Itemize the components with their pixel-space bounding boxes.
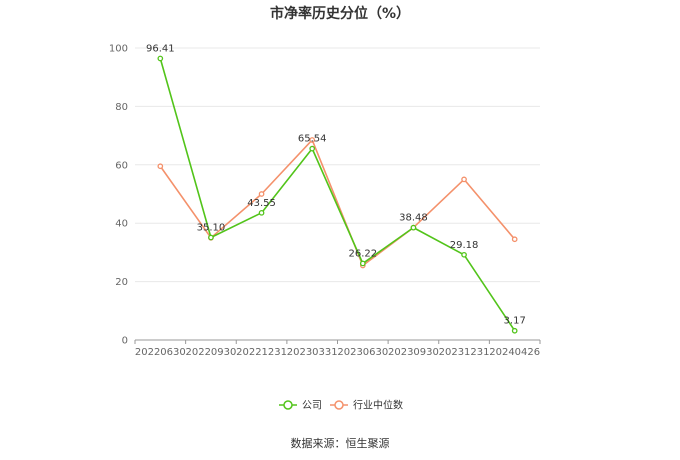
y-tick-label: 0: [122, 336, 128, 347]
data-point[interactable]: [157, 163, 164, 170]
data-label: 26.22: [348, 248, 377, 259]
data-point[interactable]: [511, 327, 518, 334]
data-label: 35.10: [197, 223, 226, 234]
data-point[interactable]: [461, 176, 467, 183]
x-tick-label: 20221231: [236, 347, 287, 358]
data-point[interactable]: [410, 224, 417, 231]
legend-label: 公司: [302, 401, 322, 412]
data-label: 29.18: [450, 240, 479, 251]
data-point[interactable]: [258, 209, 265, 216]
x-tick-label: 20230331: [287, 347, 338, 358]
legend[interactable]: 公司 行业中位数: [279, 399, 403, 412]
legend-item-company[interactable]: 公司: [279, 400, 322, 412]
x-tick-label: 20220630: [135, 347, 186, 358]
series-layer: [157, 55, 518, 334]
data-point[interactable]: [511, 236, 518, 243]
data-point[interactable]: [157, 55, 164, 62]
x-tick-label: 20230930: [388, 347, 439, 358]
grid-layer: [135, 47, 540, 283]
y-tick-label: 60: [115, 160, 128, 171]
legend-label: 行业中位数: [353, 399, 403, 412]
y-tick-label: 20: [115, 277, 128, 288]
data-point[interactable]: [461, 251, 467, 258]
y-tick-label: 40: [115, 219, 128, 230]
x-tick-label: 20230630: [337, 347, 388, 358]
series-line-industry-median: [159, 139, 516, 267]
x-tick-label: 20220930: [185, 347, 236, 358]
data-label: 96.41: [146, 43, 175, 54]
data-label: 43.55: [247, 198, 276, 209]
data-point[interactable]: [309, 137, 316, 143]
data-point[interactable]: [208, 234, 214, 241]
data-label-layer: 96.41 35.10 43.55 65.54 26.22 38.48 29.18 3.17: [146, 43, 526, 326]
data-point[interactable]: [359, 260, 366, 267]
legend-marker: [283, 400, 293, 410]
x-tick-label: 20231231: [439, 347, 490, 358]
data-source: 数据来源：恒生聚源: [291, 436, 390, 450]
y-tick-label: 100: [109, 44, 128, 55]
x-tick-label: 20240426: [489, 347, 540, 358]
legend-item-industry-median[interactable]: 行业中位数: [330, 399, 403, 412]
series-line-company: [159, 58, 516, 332]
data-label: 38.48: [399, 213, 428, 224]
y-tick-label: 80: [115, 102, 128, 113]
data-point[interactable]: [309, 145, 316, 152]
data-point[interactable]: [258, 191, 265, 197]
data-label: 65.54: [298, 134, 327, 145]
legend-marker: [334, 400, 344, 410]
chart-title: 市净率历史分位（%）: [270, 5, 410, 22]
data-label: 3.17: [504, 316, 526, 327]
